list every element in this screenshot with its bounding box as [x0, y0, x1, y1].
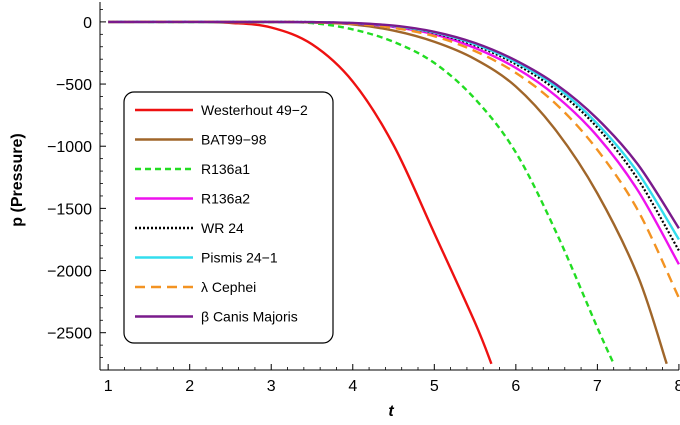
- x-axis-title: t: [388, 403, 394, 420]
- y-axis-title: p (Pressure): [9, 133, 26, 226]
- y-axis-ticks: 0 −500 −1000 −1500 −2000 −2500: [47, 9, 106, 358]
- x-tick-label: 7: [593, 378, 602, 395]
- legend-box: [123, 91, 334, 344]
- y-tick-label: −1000: [47, 139, 92, 156]
- y-tick-label: −500: [56, 77, 92, 94]
- x-tick-label: 8: [674, 378, 680, 395]
- legend-label: λ Cephei: [201, 279, 256, 295]
- y-tick-label: −2500: [47, 326, 92, 343]
- x-tick-label: 2: [185, 378, 194, 395]
- legend-label: Pismis 24−1: [201, 250, 278, 266]
- x-axis-ticks: 1 2 3 4 5 6 7 8: [104, 364, 680, 395]
- axes-frame: [99, 2, 679, 371]
- series-line-7: [108, 20, 680, 299]
- legend-label: BAT99−98: [201, 132, 267, 148]
- x-tick-label: 5: [430, 378, 439, 395]
- legend-label: WR 24: [201, 220, 244, 236]
- y-tick-label: −2000: [47, 264, 92, 281]
- series-lines: [108, 20, 680, 365]
- legend-label: Westerhout 49−2: [201, 102, 308, 118]
- y-tick-label: 0: [83, 15, 92, 32]
- x-tick-label: 4: [348, 378, 357, 395]
- x-tick-label: 6: [511, 378, 520, 395]
- series-line-8: [108, 20, 680, 229]
- legend-label: β Canis Majoris: [201, 309, 298, 325]
- y-tick-label: −1500: [47, 201, 92, 218]
- legend-label: R136a1: [201, 161, 250, 177]
- legend: Westerhout 49−2 BAT99−98 R136a1 R136a2 WR 24…: [123, 91, 334, 344]
- legend-label: R136a2: [201, 191, 250, 207]
- x-tick-label: 3: [267, 378, 276, 395]
- x-tick-label: 1: [104, 378, 113, 395]
